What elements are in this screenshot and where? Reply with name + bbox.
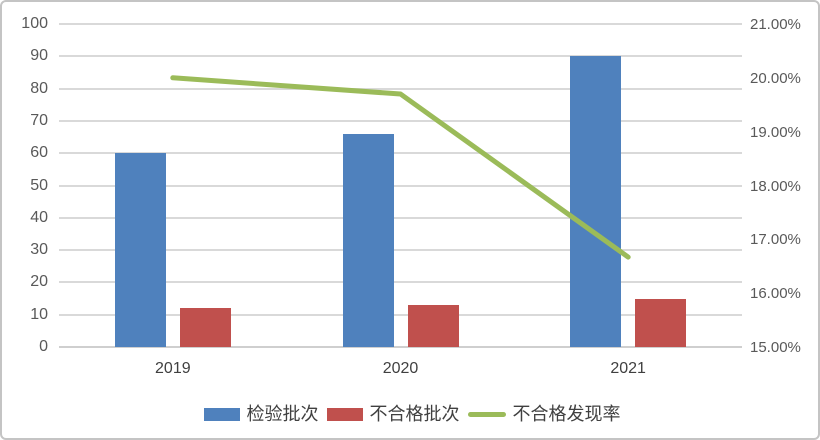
gridline [59,55,742,58]
category-label: 2020 [382,360,419,377]
left-axis-tick: 100 [21,15,48,32]
left-axis-tick: 90 [30,47,48,65]
gridline [59,313,742,316]
left-axis-tick: 80 [30,79,48,97]
gridline [59,281,742,284]
bar-unqualified [179,308,231,347]
right-axis-tick: 21.00% [750,16,801,33]
left-axis-tick: 40 [30,208,48,226]
left-axis-tick: 50 [30,176,48,194]
category-label: 2019 [155,360,191,377]
legend-item: 不合格批次 [326,404,460,424]
left-axis-tick: 60 [30,144,48,162]
legend-color-swatch [326,407,363,421]
left-axis-tick: 70 [30,111,48,129]
bar-unqualified [407,305,459,347]
bar-inspected [114,153,166,347]
left-axis-tick: 10 [30,305,48,323]
gridline [59,119,742,122]
bar-inspected [342,133,394,347]
legend-label: 检验批次 [246,404,319,424]
right-axis-tick: 19.00% [750,123,801,141]
right-axis-tick: 15.00% [750,339,801,356]
gridline [59,23,742,25]
legend-line-swatch [467,411,506,417]
category-label: 2021 [610,360,646,377]
rate-line [170,75,631,260]
bar-unqualified [635,298,687,347]
gridline [59,87,742,90]
bar-inspected [570,56,622,347]
legend-label: 不合格发现率 [512,404,621,424]
right-axis-tick: 20.00% [750,69,801,87]
left-axis-tick: 0 [39,338,48,355]
legend-item: 检验批次 [203,404,319,424]
right-axis-tick: 17.00% [750,231,801,249]
legend-label: 不合格批次 [369,404,460,424]
legend-color-swatch [203,407,240,421]
gridline [59,346,742,348]
left-axis-tick: 20 [30,273,48,291]
right-axis-tick: 18.00% [750,177,801,195]
legend: 检验批次 不合格批次 不合格发现率 [2,400,818,428]
right-axis-tick: 16.00% [750,285,801,303]
left-axis-tick: 30 [30,241,48,259]
legend-item: 不合格发现率 [467,404,621,424]
